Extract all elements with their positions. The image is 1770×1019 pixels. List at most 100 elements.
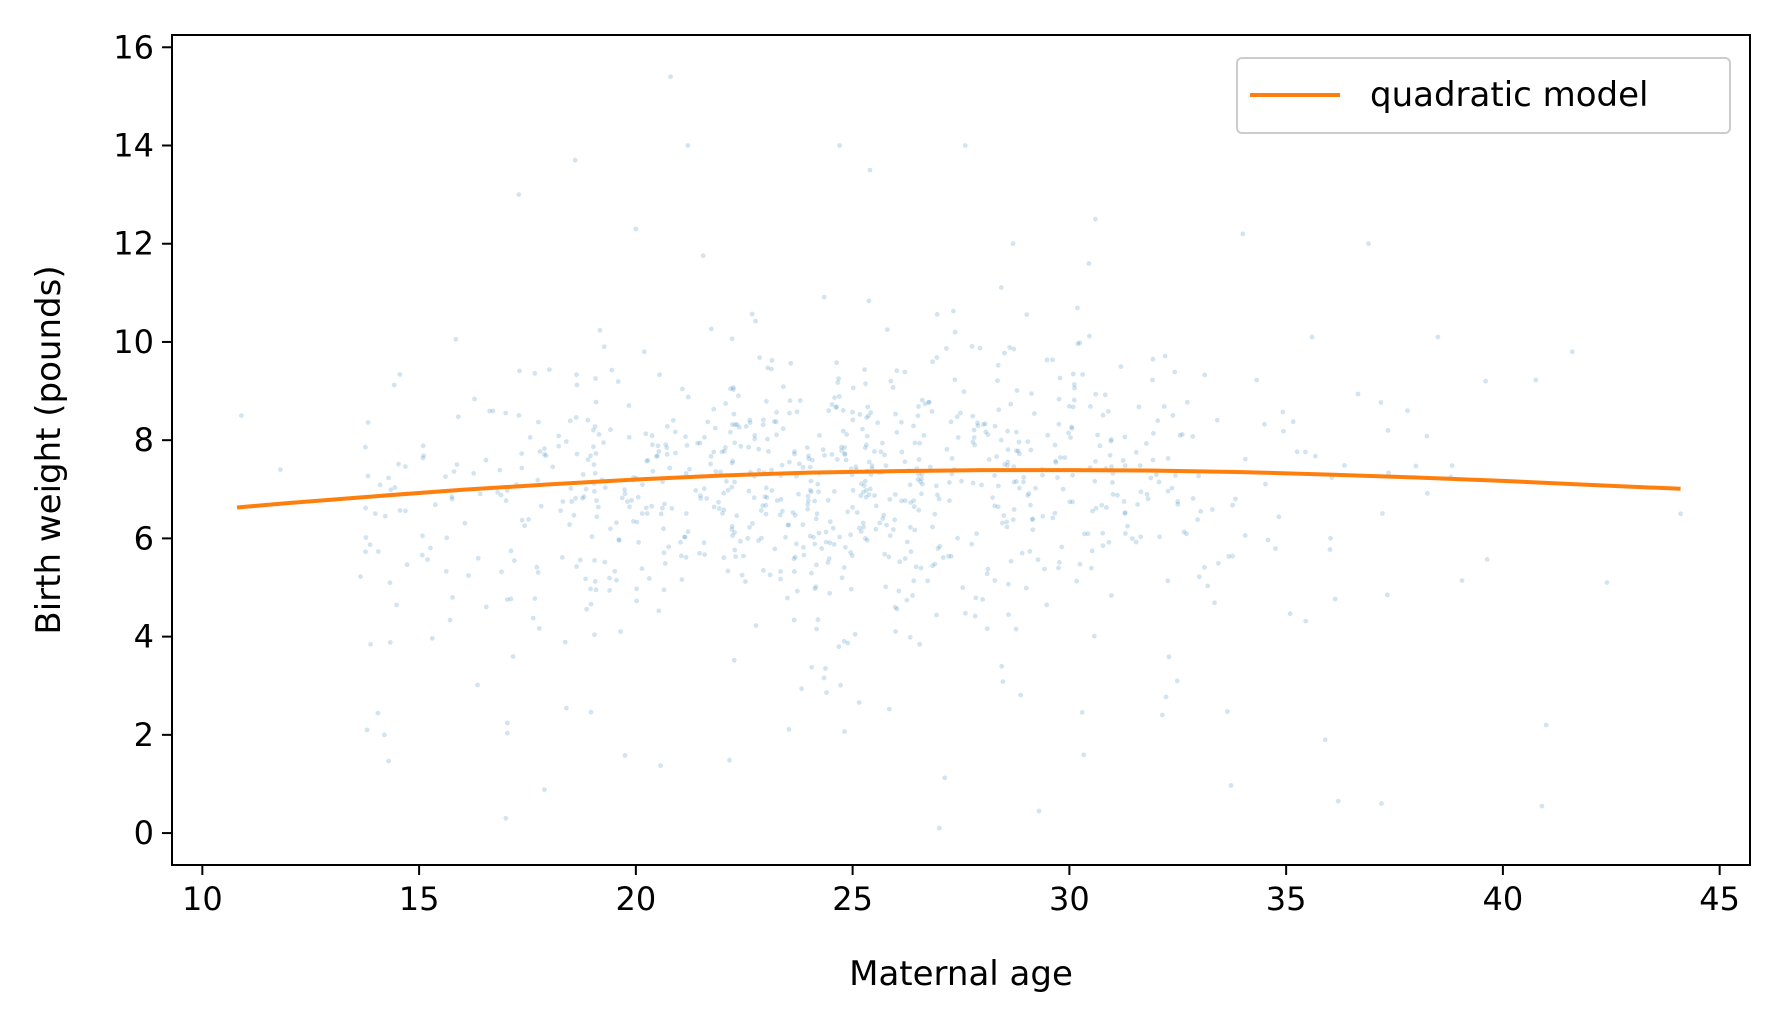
scatter-point <box>644 458 650 464</box>
scatter-point <box>893 411 898 417</box>
scatter-point <box>574 564 579 569</box>
scatter-point <box>650 442 655 448</box>
scatter-point <box>849 553 855 559</box>
scatter-point <box>792 449 797 454</box>
scatter-point <box>936 496 942 502</box>
scatter-point <box>778 569 783 574</box>
scatter-point <box>685 529 691 535</box>
scatter-point <box>530 615 536 621</box>
scatter-point <box>588 601 594 607</box>
scatter-point <box>574 451 580 457</box>
scatter-point <box>864 433 870 439</box>
scatter-point <box>854 510 860 515</box>
scatter-point <box>904 539 910 545</box>
scatter-point <box>902 498 908 503</box>
scatter-point <box>498 492 504 498</box>
scatter-point <box>666 544 672 550</box>
scatter-point <box>861 524 866 530</box>
scatter-point <box>1145 496 1151 502</box>
scatter-point <box>477 491 483 497</box>
scatter-point <box>682 534 687 540</box>
scatter-point <box>519 465 525 471</box>
scatter-point <box>432 502 438 508</box>
scatter-point <box>813 584 819 590</box>
scatter-point <box>852 631 858 637</box>
scatter-point <box>1005 459 1011 465</box>
scatter-point <box>1385 428 1391 433</box>
scatter-point <box>954 414 960 420</box>
scatter-point <box>1081 752 1087 758</box>
scatter-point <box>974 531 979 536</box>
scatter-point <box>757 355 762 360</box>
scatter-point <box>842 445 847 450</box>
scatter-point <box>998 285 1004 290</box>
scatter-point <box>995 362 1001 368</box>
x-axis-label: Maternal age <box>849 954 1073 994</box>
scatter-point <box>510 654 516 659</box>
scatter-point <box>743 579 748 584</box>
scatter-point <box>753 318 758 324</box>
scatter-point <box>571 512 577 518</box>
scatter-point <box>766 449 771 454</box>
scatter-point <box>723 401 728 406</box>
scatter-point <box>656 449 662 454</box>
scatter-point <box>685 394 691 400</box>
scatter-point <box>386 475 391 481</box>
scatter-point <box>581 494 587 500</box>
scatter-point <box>1106 539 1112 545</box>
scatter-point <box>504 597 510 602</box>
scatter-point <box>382 732 387 738</box>
scatter-point <box>1172 369 1178 375</box>
scatter-point <box>861 483 867 488</box>
scatter-point <box>1355 391 1361 397</box>
scatter-point <box>934 312 940 317</box>
scatter-point <box>607 575 612 581</box>
scatter-point <box>475 555 481 561</box>
scatter-point <box>672 429 678 435</box>
scatter-point <box>1002 350 1007 356</box>
x-tick-label: 20 <box>616 880 657 918</box>
scatter-point <box>853 464 859 470</box>
scatter-point <box>792 451 797 457</box>
scatter-point <box>827 519 833 525</box>
scatter-point <box>731 411 737 417</box>
scatter-point <box>483 604 489 610</box>
scatter-point <box>1177 432 1183 438</box>
scatter-point <box>1082 531 1087 537</box>
scatter-point <box>1144 441 1149 446</box>
scatter-point <box>1459 578 1465 583</box>
scatter-point <box>517 368 522 374</box>
scatter-point <box>1233 496 1238 502</box>
scatter-point <box>592 470 598 476</box>
scatter-point <box>649 433 655 439</box>
scatter-point <box>1309 334 1315 340</box>
scatter-point <box>1029 517 1035 522</box>
scatter-point <box>839 444 844 450</box>
scatter-point <box>856 700 862 705</box>
scatter-point <box>833 404 839 410</box>
scatter-point <box>682 534 688 540</box>
scatter-point <box>1018 692 1024 698</box>
scatter-point <box>629 498 634 503</box>
scatter-point <box>583 486 589 492</box>
scatter-point <box>1484 557 1490 562</box>
scatter-point <box>738 443 744 449</box>
scatter-point <box>1226 554 1232 559</box>
scatter-point <box>547 367 552 372</box>
scatter-point <box>278 467 283 472</box>
scatter-point <box>660 479 665 485</box>
y-axis-ticks: 0 2 4 6 8 10 12 14 16 <box>113 28 172 852</box>
scatter-point <box>934 355 940 360</box>
scatter-point <box>992 578 998 583</box>
scatter-point <box>1180 432 1185 437</box>
scatter-point <box>736 424 742 430</box>
scatter-point <box>1123 531 1128 536</box>
scatter-point <box>1190 496 1196 501</box>
scatter-point <box>568 486 574 491</box>
scatter-point <box>907 634 913 640</box>
scatter-point <box>1313 453 1318 459</box>
scatter-point <box>805 493 811 499</box>
scatter-point <box>834 360 839 366</box>
scatter-point <box>830 525 836 531</box>
scatter-point <box>396 461 401 467</box>
